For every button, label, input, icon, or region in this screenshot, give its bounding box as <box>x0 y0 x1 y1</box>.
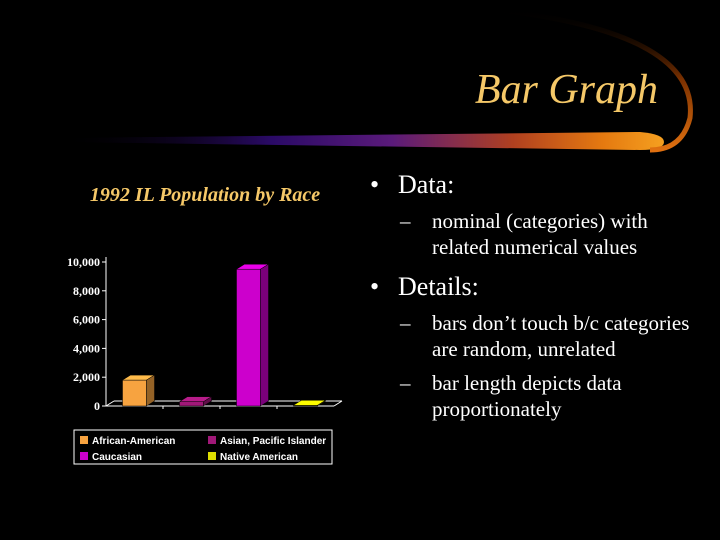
subbullet-nominal: – nominal (categories) with related nume… <box>370 208 700 260</box>
dash-marker: – <box>400 209 411 233</box>
bar-front <box>236 268 261 407</box>
bullet-list: • Data: – nominal (categories) with rela… <box>370 170 700 422</box>
y-tick-label: 10,000 <box>67 255 100 269</box>
swoosh-arc <box>479 5 693 153</box>
x-axis-depth-right <box>333 400 343 407</box>
bar-caucasian <box>235 263 270 407</box>
legend-swatch <box>208 452 216 460</box>
subbullet-bars-text: bars don’t touch b/c categories are rand… <box>432 311 690 361</box>
bullet-details: • Details: <box>370 272 700 302</box>
dash-marker: – <box>400 311 411 335</box>
slide-title: Bar Graph <box>474 67 658 113</box>
bar-front <box>122 379 147 407</box>
y-tick-label: 4,000 <box>73 341 100 355</box>
bullet-marker: • <box>370 272 380 301</box>
bar-side <box>146 374 155 407</box>
bullet-marker: • <box>370 170 380 199</box>
y-tick-label: 8,000 <box>73 284 100 298</box>
bullet-data: • Data: <box>370 170 700 200</box>
legend-label: African-American <box>92 436 175 447</box>
bar-side <box>203 396 212 407</box>
bar-native-american <box>292 399 327 407</box>
bar-front <box>179 401 204 407</box>
subbullet-bars-dont-touch: – bars don’t touch b/c categories are ra… <box>370 310 700 362</box>
bar-side <box>317 399 326 407</box>
y-tick-label: 2,000 <box>73 370 100 384</box>
y-tick-label: 0 <box>94 399 100 413</box>
swoosh-bar <box>60 132 664 150</box>
legend-swatch <box>80 452 88 460</box>
y-tick-label: 6,000 <box>73 313 100 327</box>
legend-swatch <box>208 436 216 444</box>
bullet-details-text: Details: <box>398 272 479 301</box>
subbullet-bar-length: – bar length depicts data proportionatel… <box>370 370 700 422</box>
dash-marker: – <box>400 371 411 395</box>
legend-swatch <box>80 436 88 444</box>
legend-label: Caucasian <box>92 452 142 463</box>
bar-asian-pacific-islander <box>178 396 213 407</box>
subbullet-nominal-text: nominal (categories) with related numeri… <box>432 209 648 259</box>
x-axis-depth-left <box>105 400 115 407</box>
chart-title: 1992 IL Population by Race <box>89 184 321 206</box>
bullet-data-text: Data: <box>398 170 455 199</box>
bar-african-american <box>121 374 156 407</box>
legend-label: Asian, Pacific Islander <box>220 436 326 447</box>
legend-box <box>73 429 333 465</box>
subbullet-length-text: bar length depicts data proportionately <box>432 371 622 421</box>
bar-side <box>260 263 269 407</box>
legend-label: Native American <box>220 452 298 463</box>
